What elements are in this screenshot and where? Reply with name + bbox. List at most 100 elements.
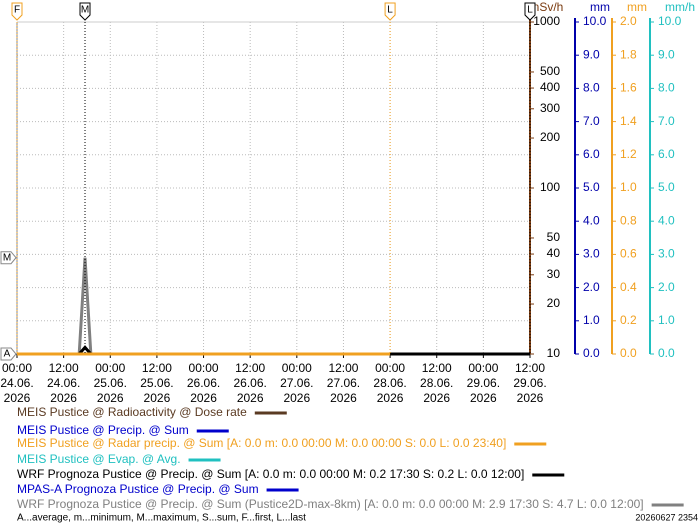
y-tick-label: 1.0 bbox=[658, 313, 675, 327]
y-tick-label: 5.0 bbox=[583, 180, 600, 194]
y-tick-label: 3.0 bbox=[658, 247, 675, 261]
y-tick-label: 0.2 bbox=[620, 313, 637, 327]
y-tick-label: 400 bbox=[540, 80, 560, 94]
y-tick-label: 9.0 bbox=[583, 47, 600, 61]
y-tick-label: 20 bbox=[547, 296, 561, 310]
marker-label: F bbox=[14, 5, 20, 16]
legend-label: WRF Prognoza Pustice @ Precip. @ Sum (Pu… bbox=[17, 497, 644, 511]
y-tick-label: 300 bbox=[540, 101, 560, 115]
y-tick-label: 50 bbox=[547, 230, 561, 244]
x-tick-label: 29.06. bbox=[467, 376, 500, 390]
y-tick-label: 500 bbox=[540, 64, 560, 78]
y-tick-label: 9.0 bbox=[658, 47, 675, 61]
x-tick-label: 2026 bbox=[97, 391, 124, 405]
y-tick-label: 0.0 bbox=[620, 346, 637, 360]
y-tick-label: 2.0 bbox=[620, 14, 637, 28]
side-marker-badge bbox=[0, 251, 17, 265]
side-marker-label: M bbox=[3, 252, 11, 263]
y-tick-label: 10 bbox=[547, 346, 561, 360]
y-tick-label: 200 bbox=[540, 130, 560, 144]
x-tick-label: 25.06. bbox=[140, 376, 173, 390]
y-tick-label: 40 bbox=[547, 246, 561, 260]
x-tick-label: 28.06. bbox=[373, 376, 406, 390]
x-tick-label: 2026 bbox=[517, 391, 544, 405]
marker-label: L bbox=[387, 5, 393, 16]
y-tick-label: 5.0 bbox=[658, 180, 675, 194]
marker-badge bbox=[79, 2, 91, 21]
x-tick-label: 2026 bbox=[423, 391, 450, 405]
y-tick-label: 4.0 bbox=[658, 213, 675, 227]
legend-label: WRF Prognoza Pustice @ Precip. @ Sum [A:… bbox=[17, 467, 524, 481]
x-tick-label: 12:00 bbox=[422, 361, 452, 375]
x-tick-label: 00:00 bbox=[2, 361, 32, 375]
y-tick-label: 8.0 bbox=[583, 81, 600, 95]
x-tick-label: 26.06. bbox=[233, 376, 266, 390]
x-tick-label: 00:00 bbox=[189, 361, 219, 375]
series-line bbox=[77, 257, 93, 355]
x-tick-label: 24.06. bbox=[0, 376, 33, 390]
y-tick-label: 6.0 bbox=[583, 147, 600, 161]
footnote: A...average, m...minimum, M...maximum, S… bbox=[17, 513, 306, 523]
x-tick-label: 00:00 bbox=[375, 361, 405, 375]
x-tick-label: 2026 bbox=[4, 391, 31, 405]
x-tick-label: 28.06. bbox=[420, 376, 453, 390]
y-axis-label: nSv/h bbox=[533, 0, 564, 14]
y-tick-label: 0.8 bbox=[620, 213, 637, 227]
x-tick-label: 00:00 bbox=[468, 361, 498, 375]
y-tick-label: 0.0 bbox=[583, 346, 600, 360]
y-tick-label: 8.0 bbox=[658, 81, 675, 95]
y-axis-label: mm/h bbox=[665, 0, 695, 14]
x-tick-label: 2026 bbox=[190, 391, 217, 405]
x-tick-label: 2026 bbox=[377, 391, 404, 405]
y-tick-label: 3.0 bbox=[583, 247, 600, 261]
x-tick-label: 29.06. bbox=[513, 376, 546, 390]
y-tick-label: 0.0 bbox=[658, 346, 675, 360]
y-tick-label: 7.0 bbox=[583, 114, 600, 128]
y-tick-label: 6.0 bbox=[658, 147, 675, 161]
marker-label: M bbox=[81, 5, 89, 16]
y-tick-label: 1000 bbox=[533, 14, 560, 28]
x-tick-label: 00:00 bbox=[95, 361, 125, 375]
y-tick-label: 7.0 bbox=[658, 114, 675, 128]
timestamp: 20260627 2354 bbox=[635, 512, 698, 522]
x-tick-label: 2026 bbox=[144, 391, 171, 405]
y-tick-label: 10.0 bbox=[658, 14, 682, 28]
y-axis-label: mm bbox=[627, 0, 647, 14]
marker-label: L bbox=[527, 5, 533, 16]
marker-badge bbox=[384, 2, 396, 21]
legend-label: MPAS-A Prognoza Pustice @ Precip. @ Sum bbox=[17, 482, 259, 496]
legend-label: MEIS Pustice @ Radioactivity @ Dose rate bbox=[17, 405, 247, 419]
x-tick-label: 27.06. bbox=[327, 376, 360, 390]
y-axis-label: mm bbox=[590, 0, 610, 14]
x-tick-label: 12:00 bbox=[49, 361, 79, 375]
y-tick-label: 0.4 bbox=[620, 280, 637, 294]
x-tick-label: 27.06. bbox=[280, 376, 313, 390]
y-tick-label: 1.4 bbox=[620, 114, 637, 128]
y-tick-label: 2.0 bbox=[583, 280, 600, 294]
x-tick-label: 26.06. bbox=[187, 376, 220, 390]
x-tick-label: 24.06. bbox=[47, 376, 80, 390]
y-tick-label: 100 bbox=[540, 180, 560, 194]
x-tick-label: 2026 bbox=[283, 391, 310, 405]
y-tick-label: 10.0 bbox=[583, 14, 607, 28]
x-tick-label: 12:00 bbox=[328, 361, 358, 375]
y-tick-label: 1.8 bbox=[620, 47, 637, 61]
x-tick-label: 25.06. bbox=[94, 376, 127, 390]
x-tick-label: 12:00 bbox=[515, 361, 545, 375]
legend-label: MEIS Pustice @ Radar precip. @ Sum [A: 0… bbox=[17, 436, 506, 450]
y-tick-label: 2.0 bbox=[658, 280, 675, 294]
x-tick-label: 2026 bbox=[237, 391, 264, 405]
y-tick-label: 1.6 bbox=[620, 81, 637, 95]
y-tick-label: 30 bbox=[547, 267, 561, 281]
y-tick-label: 1.0 bbox=[583, 313, 600, 327]
y-tick-label: 0.6 bbox=[620, 247, 637, 261]
side-marker-label: A bbox=[4, 349, 11, 360]
legend-label: MEIS Pustice @ Evap. @ Avg. bbox=[17, 452, 181, 466]
marker-badge bbox=[524, 2, 536, 21]
side-marker-badge bbox=[0, 347, 17, 361]
x-tick-label: 12:00 bbox=[142, 361, 172, 375]
y-tick-label: 4.0 bbox=[583, 213, 600, 227]
x-tick-label: 2026 bbox=[470, 391, 497, 405]
